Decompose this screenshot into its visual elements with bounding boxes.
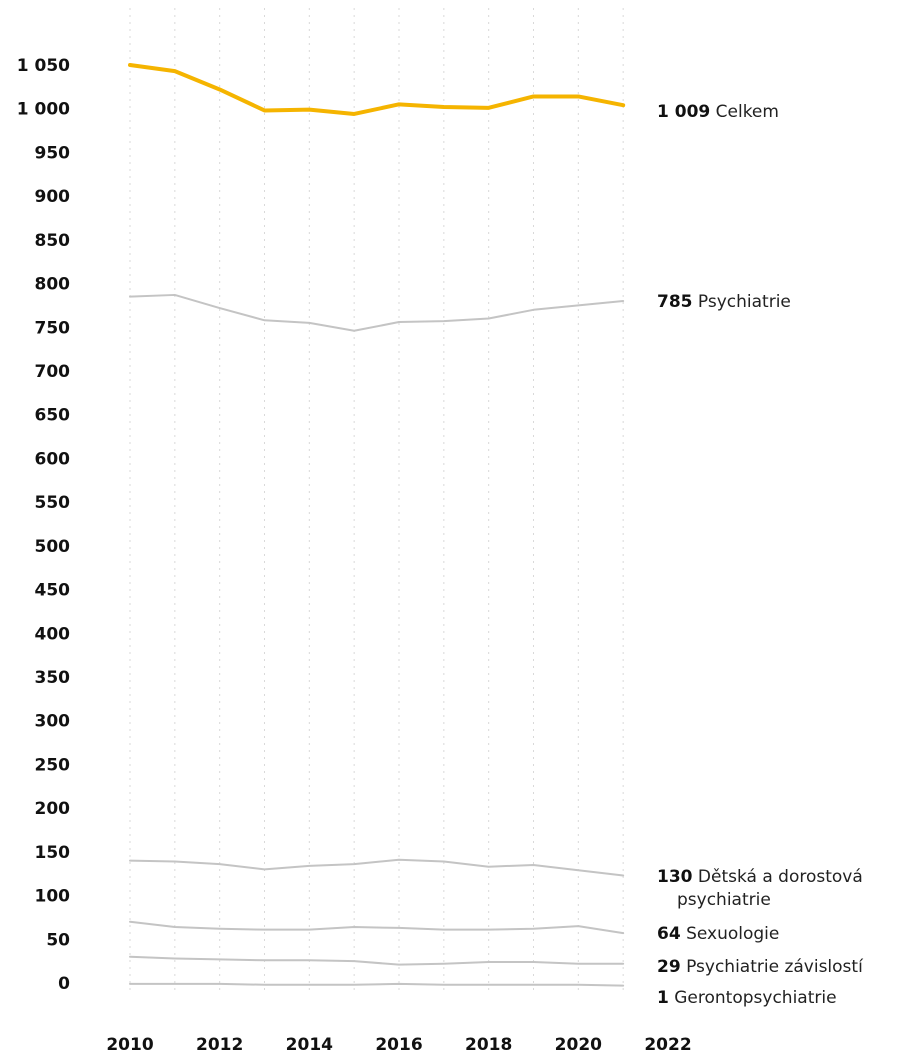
y-tick-label: 750 — [35, 318, 71, 338]
gridlines — [129, 8, 624, 992]
series-end-value: 130 — [657, 867, 693, 887]
y-tick-label: 0 — [58, 974, 70, 994]
x-tick-label: 2020 — [555, 1035, 602, 1055]
y-tick-label: 850 — [35, 231, 71, 251]
series-line-1 — [129, 293, 625, 332]
series-line-2 — [129, 858, 625, 877]
series-end-labels: 1 009 Celkem 785 Psychiatrie 130 Dětská a … — [657, 102, 864, 1008]
y-tick-label: 500 — [35, 537, 71, 557]
y-tick-label: 300 — [35, 712, 71, 732]
x-tick-label: 2014 — [286, 1035, 333, 1055]
series-line-0 — [128, 63, 626, 116]
y-tick-label: 700 — [35, 362, 71, 382]
series-end-label-5: 1 Gerontopsychiatrie — [657, 988, 837, 1008]
series-end-value: 1 009 — [657, 102, 710, 122]
x-axis-tick-labels: 2010 2012 2014 2016 2018 2020 2022 — [106, 1035, 691, 1055]
y-tick-label: 1 050 — [17, 56, 70, 76]
series-lines — [128, 63, 626, 987]
y-tick-label: 350 — [35, 668, 71, 688]
series-end-value: 64 — [657, 924, 681, 944]
x-tick-label: 2016 — [375, 1035, 422, 1055]
y-tick-label: 50 — [46, 930, 70, 950]
series-name-continued: psychiatrie — [677, 890, 771, 910]
series-line-4 — [129, 955, 625, 966]
y-tick-label: 900 — [35, 187, 71, 207]
series-end-label-2: 130 Dětská a dorostová — [657, 867, 863, 887]
series-end-label-3: 64 Sexuologie — [657, 924, 779, 944]
y-axis-tick-labels: 0 50 100 150 200 250 300 350 400 450 500 550 600 650 7… — [17, 56, 70, 994]
x-tick-label: 2012 — [196, 1035, 243, 1055]
series-end-value: 29 — [657, 957, 681, 977]
y-tick-label: 600 — [35, 449, 71, 469]
series-name: Gerontopsychiatrie — [669, 988, 837, 1008]
series-line-3 — [129, 920, 625, 935]
series-name: Celkem — [710, 102, 779, 122]
series-name: Psychiatrie — [693, 292, 791, 312]
x-tick-label: 2022 — [644, 1035, 691, 1055]
series-end-value: 1 — [657, 988, 669, 1008]
y-tick-label: 400 — [35, 624, 71, 644]
series-end-label-1: 785 Psychiatrie — [657, 292, 791, 312]
x-tick-label: 2010 — [106, 1035, 153, 1055]
y-tick-label: 100 — [35, 887, 71, 907]
series-end-value: 785 — [657, 292, 693, 312]
y-tick-label: 800 — [35, 275, 71, 295]
series-name: Psychiatrie závislostí — [681, 957, 864, 977]
series-end-label-4: 29 Psychiatrie závislostí — [657, 957, 864, 977]
series-line-5 — [129, 982, 625, 987]
series-end-label-0: 1 009 Celkem — [657, 102, 779, 122]
y-tick-label: 450 — [35, 581, 71, 601]
y-tick-label: 200 — [35, 799, 71, 819]
y-tick-label: 250 — [35, 755, 71, 775]
y-tick-label: 150 — [35, 843, 71, 863]
y-tick-label: 650 — [35, 406, 71, 426]
series-name: Sexuologie — [681, 924, 780, 944]
series-name: Dětská a dorostová — [693, 867, 863, 887]
y-tick-label: 950 — [35, 143, 71, 163]
x-tick-label: 2018 — [465, 1035, 512, 1055]
y-tick-label: 1 000 — [17, 100, 70, 120]
y-tick-label: 550 — [35, 493, 71, 513]
